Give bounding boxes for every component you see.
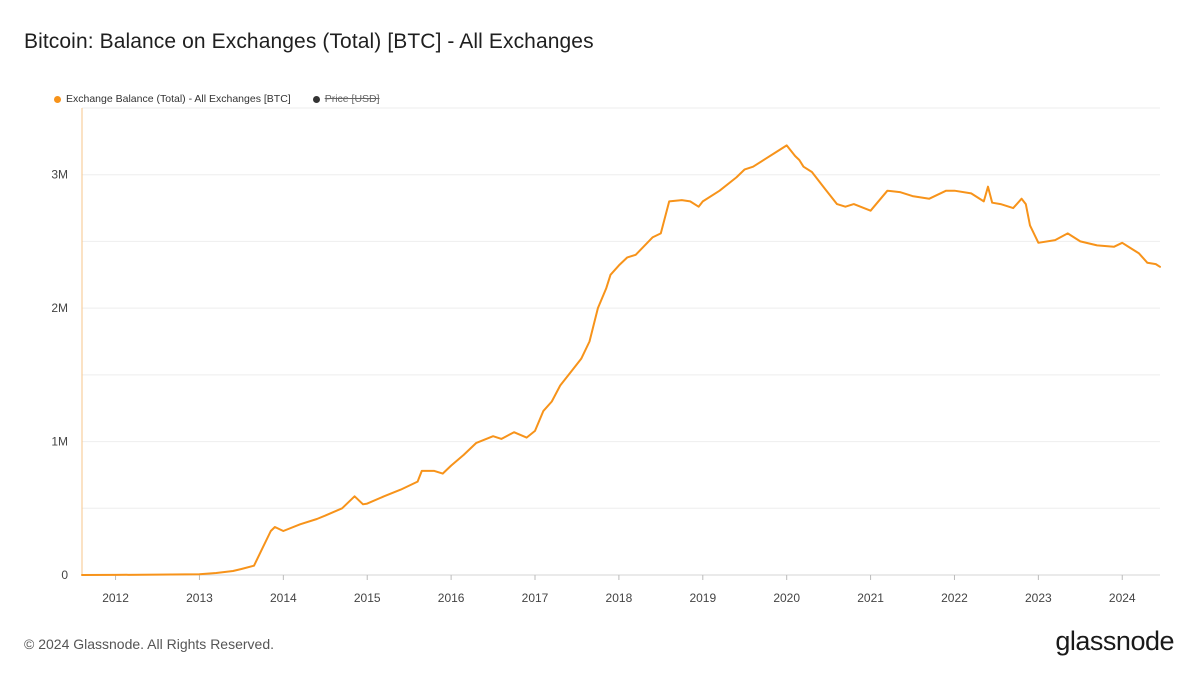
x-tick-label: 2018 — [606, 591, 633, 605]
glassnode-logo[interactable]: glassnode — [1055, 626, 1174, 656]
x-tick-label: 2021 — [857, 591, 884, 605]
legend-item-price[interactable]: Price [USD] — [312, 93, 380, 105]
x-tick-label: 2024 — [1109, 591, 1136, 605]
legend-label: Exchange Balance (Total) - All Exchanges… — [66, 93, 291, 105]
y-tick-label: 3M — [51, 168, 68, 182]
y-tick-label: 2M — [51, 301, 68, 315]
axis-layer: 0 1M 2M 3M 2012 2013 2014 2015 2016 2017 2018 2019 2… — [51, 108, 1136, 605]
x-tick-label: 2022 — [941, 591, 968, 605]
legend-item-exchange-balance[interactable]: Exchange Balance (Total) - All Exchanges… — [54, 93, 291, 105]
series-line-exchange-balance — [81, 144, 1161, 576]
series-layer — [81, 144, 1161, 576]
x-tick-label: 2015 — [354, 591, 381, 605]
legend-dot-icon — [54, 95, 61, 103]
legend-dot-icon — [312, 95, 320, 103]
grid-layer — [82, 107, 1160, 576]
y-tick-label: 0 — [61, 568, 68, 582]
copyright-text: © 2024 Glassnode. All Rights Reserved. — [24, 636, 275, 652]
legend-label: Price [USD] — [324, 93, 380, 105]
x-tick-label: 2016 — [438, 591, 465, 605]
x-tick-label: 2023 — [1025, 591, 1052, 605]
y-tick-label: 1M — [51, 435, 68, 449]
x-tick-label: 2014 — [270, 591, 297, 605]
x-tick-label: 2012 — [102, 591, 129, 605]
chart-title: Bitcoin: Balance on Exchanges (Total) [B… — [24, 30, 594, 53]
x-tick-label: 2017 — [522, 591, 549, 605]
x-tick-label: 2013 — [186, 591, 213, 605]
x-tick-label: 2019 — [689, 591, 716, 605]
chart-legend: Exchange Balance (Total) - All Exchanges… — [54, 93, 380, 105]
x-tick-label: 2020 — [773, 591, 800, 605]
